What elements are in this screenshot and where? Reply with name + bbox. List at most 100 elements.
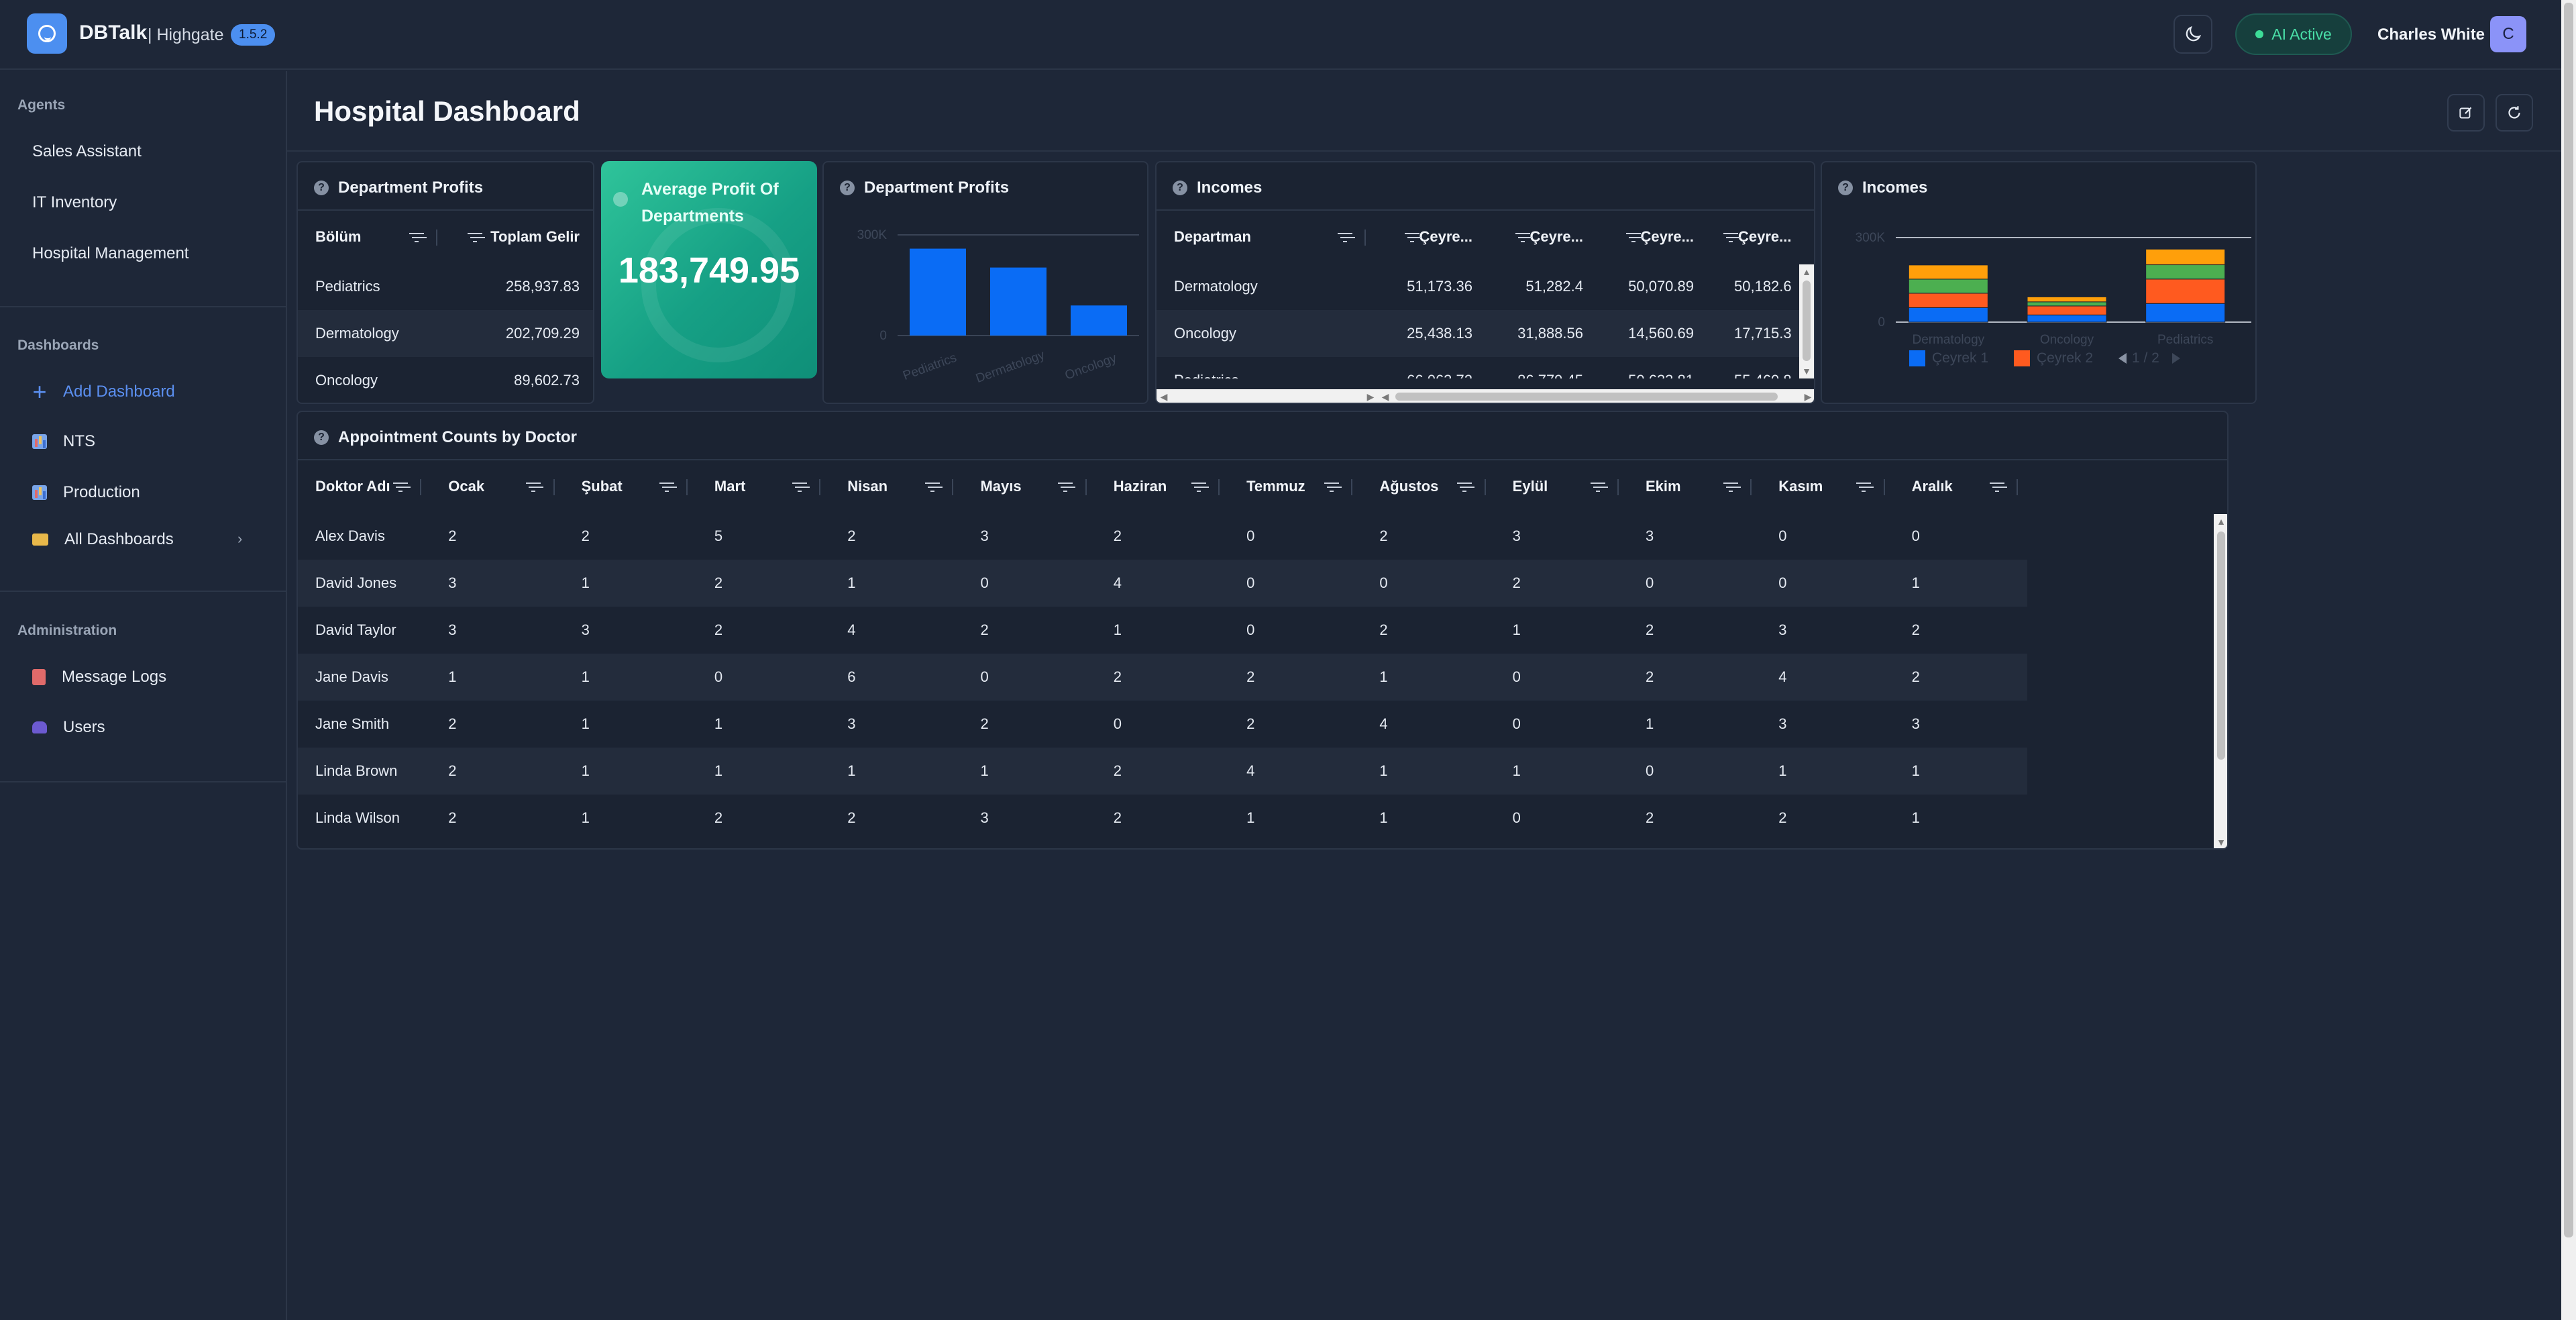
chart-icon [32,485,47,500]
column-header[interactable]: Ağustos [1362,460,1495,513]
column-header[interactable]: Çeyre... [1710,211,1801,263]
filter-icon[interactable] [392,483,408,493]
column-resize-handle[interactable] [1883,479,1885,496]
edit-dashboard-button[interactable] [2447,94,2485,132]
theme-toggle-button[interactable] [2174,15,2212,54]
table-row: David Taylor 3 3 2 4 2 1 0 2 1 2 3 2 [298,607,2027,654]
app-logo-icon[interactable] [27,13,67,54]
bar-dermatology [990,267,1046,336]
column-header[interactable]: Çeyre... [1599,211,1710,263]
filter-icon[interactable] [526,483,541,493]
filter-icon[interactable] [659,483,674,493]
column-resize-handle[interactable] [686,479,688,496]
sidebar-item-it-inventory[interactable]: IT Inventory [32,193,117,211]
table-cell: 1 [1362,654,1495,701]
column-resize-handle[interactable] [553,479,555,496]
page-scrollbar-thumb[interactable] [2564,3,2573,1237]
column-header[interactable]: Toplam Gelir [452,211,593,263]
column-header[interactable]: Çeyre... [1489,211,1599,263]
column-resize-handle[interactable] [2017,479,2018,496]
table-cell: 2 [847,527,856,544]
filter-icon[interactable] [1590,483,1605,493]
table-cell: 1 [696,748,830,795]
column-header[interactable]: Şubat [564,460,697,513]
table-cell: 1 [1911,809,1920,826]
avatar[interactable]: C [2490,16,2526,52]
page-title: Hospital Dashboard [314,95,580,127]
help-icon[interactable]: ? [1838,181,1853,195]
table-cell: 0 [963,560,1096,607]
appointments-card: ? Appointment Counts by Doctor Doktor Adı… [297,411,2229,850]
filter-icon[interactable] [1457,483,1472,493]
sidebar-item-nts[interactable]: NTS [32,428,95,455]
sidebar [0,71,287,1320]
sidebar-item-sales-assistant[interactable]: Sales Assistant [32,142,142,160]
filter-icon[interactable] [1191,483,1206,493]
help-icon[interactable]: ? [314,181,329,195]
filter-icon[interactable] [1856,483,1872,493]
table-cell: 3 [1512,527,1521,544]
sidebar-item-hospital-management[interactable]: Hospital Management [32,244,189,262]
incomes-frozen-scrollbar[interactable]: ◀ ▶ [1157,389,1378,403]
column-header[interactable]: Doktor Adı [298,460,431,513]
column-header[interactable]: Mayıs [963,460,1095,513]
column-resize-handle[interactable] [1351,479,1353,496]
column-header[interactable]: Haziran [1096,460,1229,513]
incomes-horizontal-scrollbar[interactable]: ◀ ▶ [1378,389,1814,403]
filter-icon[interactable] [1625,233,1641,243]
column-header[interactable]: Ocak [431,460,564,513]
column-resize-handle[interactable] [1750,479,1752,496]
filter-icon[interactable] [1515,233,1530,243]
column-resize-handle[interactable] [1218,479,1220,496]
table-cell: 2 [847,809,856,826]
column-header[interactable]: Bölüm [298,211,452,263]
filter-icon[interactable] [1989,483,2004,493]
refresh-button[interactable] [2496,94,2533,132]
sidebar-item-users[interactable]: Users [32,714,105,741]
table-cell: 2 [1095,654,1230,701]
table-cell: Pediatrics [1157,357,1378,378]
column-header[interactable]: Aralık [1894,460,2027,513]
filter-icon[interactable] [1723,233,1738,243]
column-header[interactable]: Mart [697,460,830,513]
column-resize-handle[interactable] [1617,479,1619,496]
filter-icon[interactable] [925,483,941,493]
help-icon[interactable] [613,192,628,207]
filter-icon[interactable] [467,233,482,243]
filter-icon[interactable] [792,483,807,493]
sidebar-item-all-dashboards[interactable]: All Dashboards [32,526,254,553]
table-cell: 2 [1495,560,1628,607]
filter-icon[interactable] [1723,483,1738,493]
sidebar-item-message-logs[interactable]: Message Logs [32,664,166,691]
legend-next-icon [2172,353,2180,364]
table-cell: 1 [564,748,697,795]
incomes-vertical-scrollbar[interactable]: ▲ ▼ [1799,264,1814,378]
appointments-vertical-scrollbar[interactable]: ▲ ▼ [2214,514,2227,848]
bar-oncology [1071,305,1127,336]
column-header[interactable]: Nisan [830,460,963,513]
help-icon[interactable]: ? [314,430,329,445]
column-header[interactable]: Çeyre... [1378,211,1489,263]
edit-icon [2459,107,2472,119]
column-resize-handle[interactable] [1085,479,1087,496]
column-header[interactable]: Ekim [1628,460,1761,513]
column-resize-handle[interactable] [952,479,954,496]
filter-icon[interactable] [1404,233,1419,243]
user-name[interactable]: Charles White [2377,26,2485,44]
column-header[interactable]: Departman [1157,211,1378,263]
column-resize-handle[interactable] [819,479,821,496]
chevron-right-icon[interactable]: › [237,530,243,547]
filter-icon[interactable] [409,233,424,243]
sidebar-item-production[interactable]: Production [32,479,140,506]
column-header[interactable]: Kasım [1761,460,1894,513]
column-resize-handle[interactable] [420,479,422,496]
add-dashboard-button[interactable]: + Add Dashboard [32,378,174,405]
filter-icon[interactable] [1324,483,1340,493]
help-icon[interactable]: ? [840,181,855,195]
column-resize-handle[interactable] [1484,479,1486,496]
column-header[interactable]: Temmuz [1229,460,1362,513]
filter-icon[interactable] [1058,483,1073,493]
help-icon[interactable]: ? [1173,181,1187,195]
filter-icon[interactable] [1337,233,1352,243]
column-header[interactable]: Eylül [1495,460,1628,513]
